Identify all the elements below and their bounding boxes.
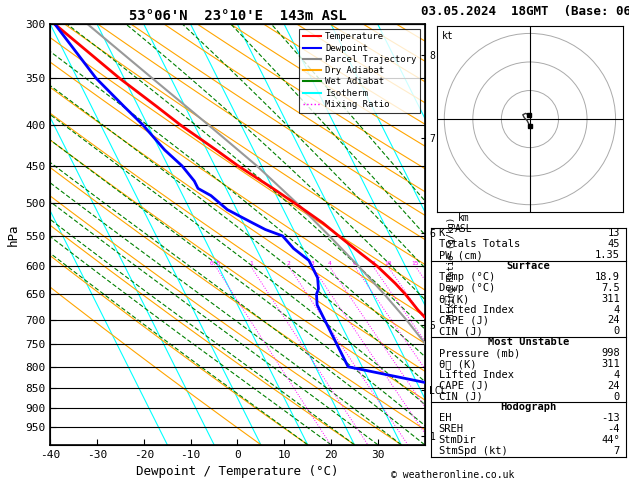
Legend: Temperature, Dewpoint, Parcel Trajectory, Dry Adiabat, Wet Adiabat, Isotherm, Mi: Temperature, Dewpoint, Parcel Trajectory… [299,29,420,113]
Text: 4: 4 [614,370,620,380]
Y-axis label: km
ASL: km ASL [455,213,472,235]
Text: -4: -4 [608,424,620,434]
Text: -13: -13 [601,413,620,423]
Text: CAPE (J): CAPE (J) [438,315,489,326]
Text: 4: 4 [328,261,331,266]
Text: 44°: 44° [601,435,620,445]
Text: θᴄ(K): θᴄ(K) [438,294,470,304]
Text: Temp (°C): Temp (°C) [438,272,495,282]
Text: 4: 4 [614,305,620,314]
Text: θᴄ (K): θᴄ (K) [438,359,476,369]
Text: Surface: Surface [506,261,550,271]
Text: 10: 10 [384,261,391,266]
Text: EH: EH [438,413,451,423]
Text: 13: 13 [608,228,620,239]
X-axis label: Dewpoint / Temperature (°C): Dewpoint / Temperature (°C) [136,465,338,478]
Text: 3: 3 [310,261,314,266]
Text: © weatheronline.co.uk: © weatheronline.co.uk [391,470,515,480]
Text: Pressure (mb): Pressure (mb) [438,348,520,358]
Text: 24: 24 [608,381,620,391]
Text: Hodograph: Hodograph [500,402,557,413]
Text: PW (cm): PW (cm) [438,250,482,260]
Text: 0.5: 0.5 [210,261,221,266]
Text: 7: 7 [614,446,620,456]
Text: 998: 998 [601,348,620,358]
Text: 15: 15 [411,261,419,266]
Text: 0: 0 [614,392,620,401]
Text: 7.5: 7.5 [601,283,620,293]
Text: CIN (J): CIN (J) [438,392,482,401]
Text: Totals Totals: Totals Totals [438,239,520,249]
Text: Lifted Index: Lifted Index [438,370,514,380]
Text: 311: 311 [601,294,620,304]
Text: Dewp (°C): Dewp (°C) [438,283,495,293]
Text: Most Unstable: Most Unstable [487,337,569,347]
Text: StmDir: StmDir [438,435,476,445]
Text: 03.05.2024  18GMT  (Base: 06): 03.05.2024 18GMT (Base: 06) [421,5,629,18]
Text: CIN (J): CIN (J) [438,326,482,336]
Text: 6: 6 [353,261,357,266]
Text: 18.9: 18.9 [595,272,620,282]
Text: K: K [438,228,445,239]
Title: 53°06'N  23°10'E  143m ASL: 53°06'N 23°10'E 143m ASL [128,9,347,23]
Text: 1.35: 1.35 [595,250,620,260]
Text: StmSpd (kt): StmSpd (kt) [438,446,508,456]
Text: Lifted Index: Lifted Index [438,305,514,314]
Text: 8: 8 [371,261,375,266]
Text: SREH: SREH [438,424,464,434]
Text: 311: 311 [601,359,620,369]
Text: 24: 24 [608,315,620,326]
Y-axis label: hPa: hPa [7,223,19,246]
Text: CAPE (J): CAPE (J) [438,381,489,391]
Text: 2: 2 [287,261,291,266]
Text: 0: 0 [614,326,620,336]
Text: 1: 1 [249,261,253,266]
Text: Mixing Ratio (g/kg): Mixing Ratio (g/kg) [447,217,456,319]
Text: kt: kt [442,31,453,40]
Text: 45: 45 [608,239,620,249]
